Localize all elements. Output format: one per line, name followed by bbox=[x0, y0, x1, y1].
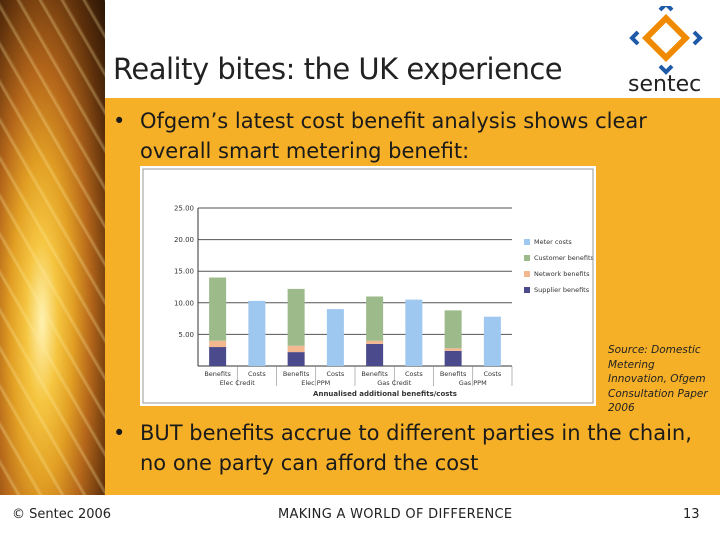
bar-segment bbox=[444, 310, 462, 349]
group-label: Gas PPM bbox=[459, 379, 487, 387]
x-tick-label: Costs bbox=[248, 370, 266, 378]
bar-segment bbox=[405, 299, 423, 366]
source-note: Source: Domestic Metering Innovation, Of… bbox=[608, 344, 708, 414]
bar-segment bbox=[366, 343, 384, 366]
legend-label: Network benefits bbox=[534, 270, 590, 278]
bar-segment bbox=[209, 347, 227, 366]
footer bbox=[0, 495, 720, 540]
x-tick-label: Benefits bbox=[204, 370, 231, 378]
x-axis-title: Annualised additional benefits/costs bbox=[313, 390, 457, 398]
bar-segment bbox=[483, 316, 501, 366]
bullet-1-symbol: • bbox=[113, 109, 126, 133]
stacked-bar-chart: 25.00 20.00 15.00 10.00 5.00 Benefits Costs Ben… bbox=[142, 168, 595, 404]
legend-swatch bbox=[524, 239, 530, 245]
sentec-logo-icon bbox=[629, 6, 703, 75]
y-tick-label: 25.00 bbox=[174, 205, 194, 213]
legend-swatch bbox=[524, 287, 530, 293]
group-label: Elec PPM bbox=[301, 379, 330, 387]
logo-text: sentec bbox=[628, 72, 702, 97]
bullet-2: • BUT benefits accrue to different parti… bbox=[113, 418, 713, 478]
group-label: Gas Credit bbox=[377, 379, 411, 387]
x-tick-label: Benefits bbox=[361, 370, 388, 378]
bullet-1: • Ofgem’s latest cost benefit analysis s… bbox=[113, 106, 713, 166]
bar-segment bbox=[326, 309, 344, 366]
decorative-fire-image bbox=[0, 0, 105, 495]
bar-segment bbox=[209, 340, 227, 348]
x-tick-label: Costs bbox=[405, 370, 423, 378]
y-tick-label: 15.00 bbox=[174, 268, 194, 276]
legend-label: Customer benefits bbox=[534, 254, 595, 262]
group-label: Elec Credit bbox=[220, 379, 256, 387]
bar-segment bbox=[444, 348, 462, 351]
legend-label: Supplier benefits bbox=[534, 286, 590, 294]
x-tick-label: Benefits bbox=[283, 370, 310, 378]
footer-tagline: MAKING A WORLD OF DIFFERENCE bbox=[278, 507, 513, 522]
bar-segment bbox=[287, 345, 305, 353]
y-tick-label: 20.00 bbox=[174, 236, 194, 244]
y-tick-label: 5.00 bbox=[178, 331, 194, 339]
bar-segment bbox=[287, 352, 305, 366]
title-band bbox=[105, 0, 720, 98]
chart-frame: 25.00 20.00 15.00 10.00 5.00 Benefits Costs Ben… bbox=[140, 166, 596, 406]
legend-swatch bbox=[524, 271, 530, 277]
bar-segment bbox=[209, 277, 227, 341]
slide-title: Reality bites: the UK experience bbox=[113, 52, 563, 86]
bar-segment bbox=[248, 300, 266, 366]
bullet-1-text: Ofgem’s latest cost benefit analysis sho… bbox=[140, 109, 647, 163]
legend-label: Meter costs bbox=[534, 238, 572, 246]
chart-border bbox=[142, 168, 594, 404]
footer-copyright: © Sentec 2006 bbox=[12, 507, 112, 522]
y-tick-label: 10.00 bbox=[174, 299, 194, 307]
x-tick-label: Costs bbox=[326, 370, 344, 378]
bar-segment bbox=[366, 296, 384, 341]
x-tick-label: Costs bbox=[483, 370, 501, 378]
x-tick-label: Benefits bbox=[440, 370, 467, 378]
bar-segment bbox=[366, 340, 384, 344]
bullet-2-symbol: • bbox=[113, 421, 126, 445]
bar-segment bbox=[287, 288, 305, 346]
bar-segment bbox=[444, 350, 462, 366]
legend-swatch bbox=[524, 255, 530, 261]
bullet-2-text: BUT benefits accrue to different parties… bbox=[140, 421, 692, 475]
page-number: 13 bbox=[683, 507, 700, 522]
